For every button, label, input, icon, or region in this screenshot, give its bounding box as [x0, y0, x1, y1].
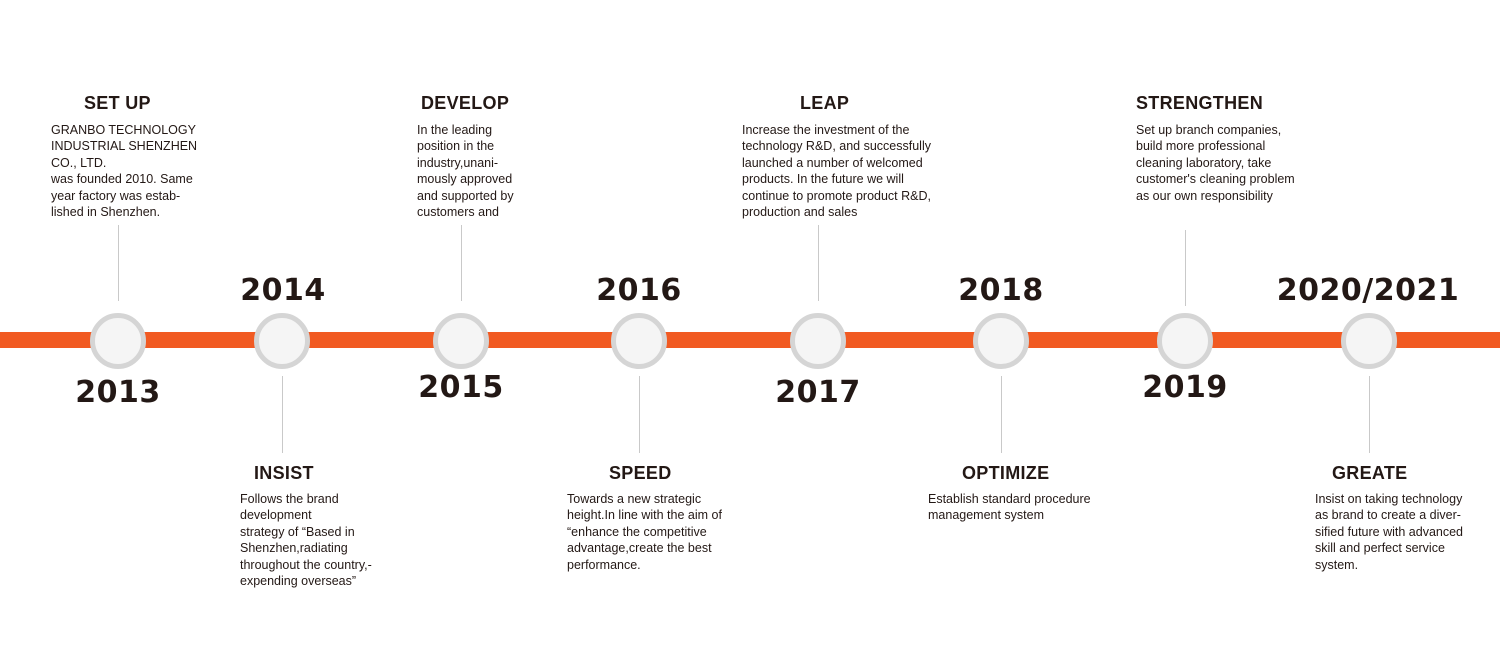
connector-line-2014	[282, 376, 283, 453]
milestone-node-2014	[254, 313, 310, 369]
milestone-title-2014: INSIST	[254, 463, 314, 483]
milestone-year-2017: 2017	[775, 375, 861, 410]
milestone-year-2014: 2014	[240, 273, 326, 308]
connector-line-2020-2021	[1369, 376, 1370, 453]
milestone-desc-2017: Increase the investment of the technolog…	[742, 123, 931, 220]
milestone-year-2016: 2016	[596, 273, 682, 308]
milestone-desc-2016: Towards a new strategic height.In line w…	[567, 492, 722, 572]
milestone-desc-2019: Set up branch companies, build more prof…	[1136, 123, 1295, 203]
milestone-title-2017: LEAP	[800, 93, 850, 113]
milestone-node-2015	[433, 313, 489, 369]
milestone-node-2020-2021	[1341, 313, 1397, 369]
milestone-node-2018	[973, 313, 1029, 369]
milestone-year-2020-2021: 2020/2021	[1276, 273, 1460, 308]
milestone-node-2019	[1157, 313, 1213, 369]
milestone-title-2015: DEVELOP	[421, 93, 510, 113]
milestone-node-2013	[90, 313, 146, 369]
milestone-year-2015: 2015	[418, 370, 504, 405]
milestone-year-2018: 2018	[958, 273, 1044, 308]
milestone-desc-2015: In the leading position in the industry,…	[417, 123, 514, 220]
milestone-node-2016	[611, 313, 667, 369]
milestone-node-2017	[790, 313, 846, 369]
milestone-title-2013: SET UP	[84, 93, 151, 113]
milestone-year-2013: 2013	[75, 375, 161, 410]
milestone-title-2019: STRENGTHEN	[1136, 93, 1264, 113]
connector-line-2019	[1185, 230, 1186, 306]
connector-line-2018	[1001, 376, 1002, 453]
milestone-title-2018: OPTIMIZE	[962, 463, 1050, 483]
connector-line-2013	[118, 225, 119, 301]
milestone-year-2019: 2019	[1142, 370, 1228, 405]
timeline-bar	[0, 332, 1500, 348]
connector-line-2017	[818, 225, 819, 301]
milestone-desc-2020-2021: Insist on taking technology as brand to …	[1315, 492, 1464, 572]
milestone-desc-2014: Follows the brand development strategy o…	[240, 492, 372, 589]
milestone-desc-2013: GRANBO TECHNOLOGY INDUSTRIAL SHENZHEN CO…	[51, 123, 198, 220]
connector-line-2016	[639, 376, 640, 453]
milestone-title-2016: SPEED	[609, 463, 672, 483]
milestone-desc-2018: Establish standard procedure management …	[928, 492, 1091, 523]
milestone-title-2020-2021: GREATE	[1332, 463, 1408, 483]
connector-line-2015	[461, 225, 462, 301]
